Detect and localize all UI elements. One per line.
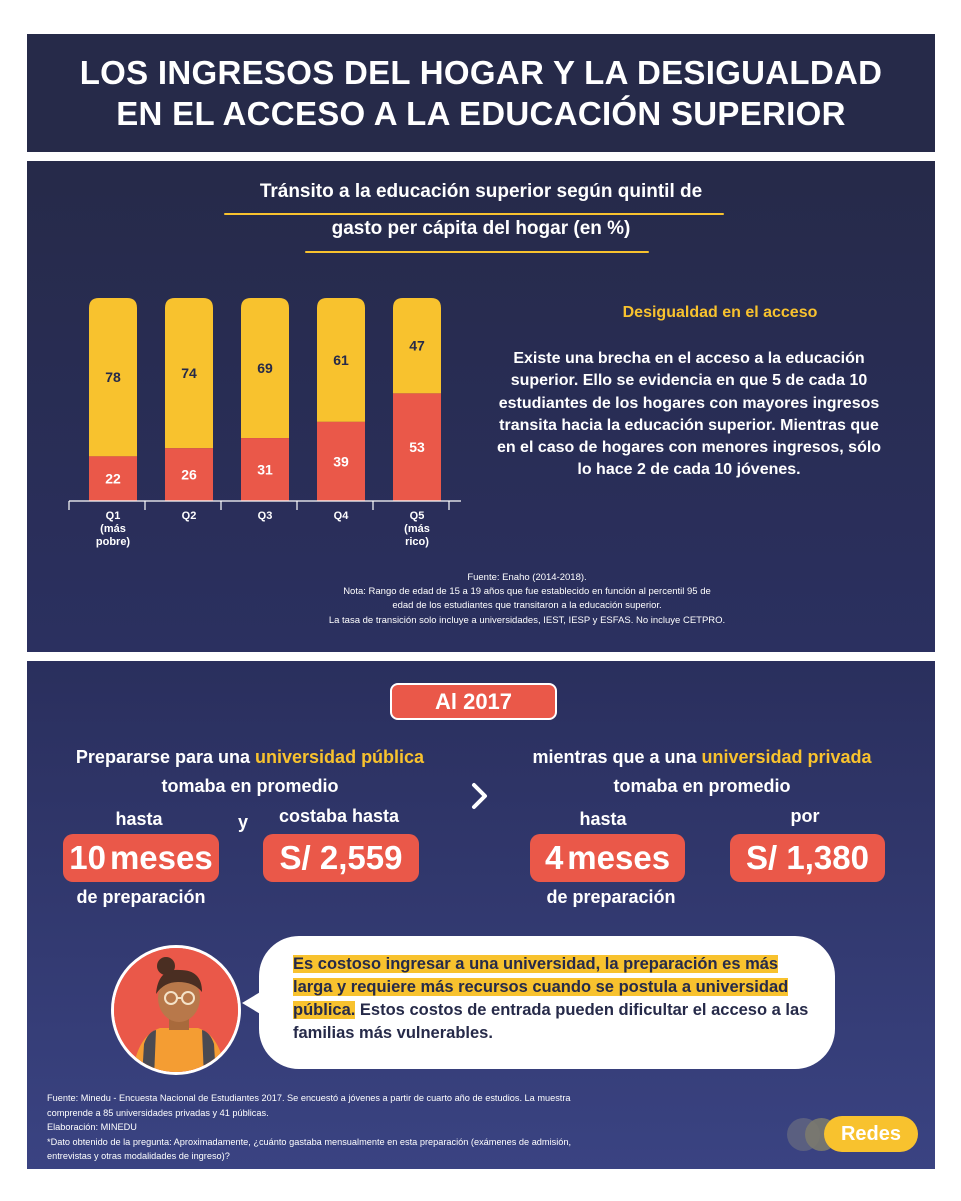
public-months-pill: 10 meses <box>63 834 219 882</box>
public-heading: Prepararse para una universidad pública <box>47 747 453 768</box>
stacked-bar-chart: 7822Q1(máspobre)7426Q26931Q36139Q44753Q5… <box>68 298 461 548</box>
x-tick-label: pobre) <box>96 536 131 548</box>
side-paragraph: Existe una brecha en el acceso a la educ… <box>496 350 882 479</box>
public-months-word: meses <box>109 839 213 876</box>
side-heading: Desigualdad en el acceso <box>622 304 818 321</box>
student-illustration <box>114 948 238 1072</box>
private-months-number: 4 <box>544 839 564 876</box>
chevron-right-icon <box>472 783 487 809</box>
bar-segment-upper <box>393 298 441 394</box>
bar-segment-lower <box>165 448 213 501</box>
x-tick-label: Q1 <box>106 510 121 522</box>
public-cost-pill: S/ 2,559 <box>263 834 419 882</box>
private-months-word: meses <box>567 839 671 876</box>
bar-segment-upper <box>241 298 289 439</box>
private-prep-label: de preparación <box>546 887 676 907</box>
chart-notes: Fuente: Enaho (2014-2018). Nota: Rango d… <box>177 571 877 628</box>
bar-value-label: 47 <box>409 338 425 354</box>
redes-logo: Redes <box>787 1116 922 1152</box>
preparation-panel: Al 2017 Prepararse para una universidad … <box>27 661 935 1169</box>
bar-segment-upper <box>89 298 137 457</box>
public-prep-label: de preparación <box>76 887 206 907</box>
public-months-number: 10 <box>69 839 106 876</box>
footnotes: Fuente: Minedu - Encuesta Nacional de Es… <box>47 1091 667 1164</box>
public-cost-label: costaba hasta <box>278 806 400 826</box>
connector-y: y <box>237 812 248 832</box>
private-subheading: tomaba en promedio <box>613 776 791 796</box>
page-title: LOS INGRESOS DEL HOGAR Y LA DESIGUALDAD … <box>80 52 883 134</box>
chart-title-line1: Tránsito a la educación superior según q… <box>259 181 703 202</box>
bar-segment-upper <box>317 298 365 422</box>
note-line: La tasa de transición solo incluye a uni… <box>328 614 726 626</box>
x-tick-label: Q4 <box>334 510 350 522</box>
public-heading-highlight: universidad pública <box>255 747 425 767</box>
bar-segment-lower <box>89 456 137 501</box>
bar-value-label: 74 <box>181 365 197 381</box>
private-months-pill: 4 meses <box>530 834 685 882</box>
bar-segment-lower <box>393 393 441 501</box>
x-tick-label: (más <box>404 523 430 535</box>
private-hasta-label: hasta <box>579 809 627 829</box>
student-avatar <box>111 945 241 1075</box>
note-line: edad de los estudiantes que transitaron … <box>392 600 662 612</box>
page-title-line2: EN EL ACCESO A LA EDUCACIÓN SUPERIOR <box>116 95 846 132</box>
x-tick-label: (más <box>100 523 126 535</box>
bar-segment-lower <box>241 438 289 501</box>
bubble-rest: Estos costos de entrada pueden dificulta… <box>293 1001 809 1042</box>
private-heading-highlight: universidad privada <box>701 747 872 767</box>
public-hasta-label: hasta <box>115 809 163 829</box>
x-tick-label: rico) <box>405 536 429 548</box>
year-badge: Al 2017 <box>390 683 557 720</box>
note-line: Nota: Rango de edad de 15 a 19 años que … <box>343 586 711 598</box>
title-banner: LOS INGRESOS DEL HOGAR Y LA DESIGUALDAD … <box>27 34 935 152</box>
x-tick-label: Q2 <box>182 510 197 522</box>
public-subheading: tomaba en promedio <box>161 776 339 796</box>
footnote-line: comprende a 85 universidades privadas y … <box>47 1107 269 1118</box>
bar-value-label: 39 <box>333 453 349 469</box>
chart-panel: Tránsito a la educación superior según q… <box>27 161 935 652</box>
footnote-line: entrevistas y otras modalidades de ingre… <box>47 1151 230 1162</box>
private-heading: mientras que a una universidad privada <box>497 747 907 768</box>
bar-segment-lower <box>317 421 365 501</box>
bar-value-label: 53 <box>409 439 425 455</box>
bubble-text: Es costoso ingresar a una universidad, l… <box>293 953 813 1045</box>
bar-value-label: 61 <box>333 352 349 368</box>
footnote-line: *Dato obtenido de la pregunta: Aproximad… <box>47 1136 572 1147</box>
public-heading-pre: Prepararse para una <box>75 747 256 767</box>
bar-segment-upper <box>165 298 213 449</box>
logo-wordmark: Redes <box>824 1116 918 1152</box>
title-underline-2 <box>305 251 649 253</box>
note-line: Fuente: Enaho (2014-2018). <box>467 572 587 583</box>
private-heading-pre: mientras que a una <box>532 747 702 767</box>
bar-value-label: 22 <box>105 471 121 487</box>
footnote-line: Elaboración: MINEDU <box>47 1122 137 1133</box>
footnote-line: Fuente: Minedu - Encuesta Nacional de Es… <box>47 1093 571 1103</box>
bar-value-label: 69 <box>257 360 273 376</box>
speech-bubble-tail <box>242 991 262 1015</box>
page-title-line1: LOS INGRESOS DEL HOGAR Y LA DESIGUALDAD <box>79 54 883 91</box>
x-tick-label: Q3 <box>258 510 273 522</box>
title-underline-1 <box>224 213 724 215</box>
chart-title-line2: gasto per cápita del hogar (en %) <box>331 218 631 239</box>
bar-value-label: 78 <box>105 369 121 385</box>
bar-value-label: 26 <box>181 467 197 483</box>
bar-value-label: 31 <box>257 462 273 478</box>
private-cost-label: por <box>790 806 820 826</box>
x-tick-label: Q5 <box>410 510 425 522</box>
private-cost-pill: S/ 1,380 <box>730 834 885 882</box>
speech-bubble: Es costoso ingresar a una universidad, l… <box>259 936 835 1069</box>
